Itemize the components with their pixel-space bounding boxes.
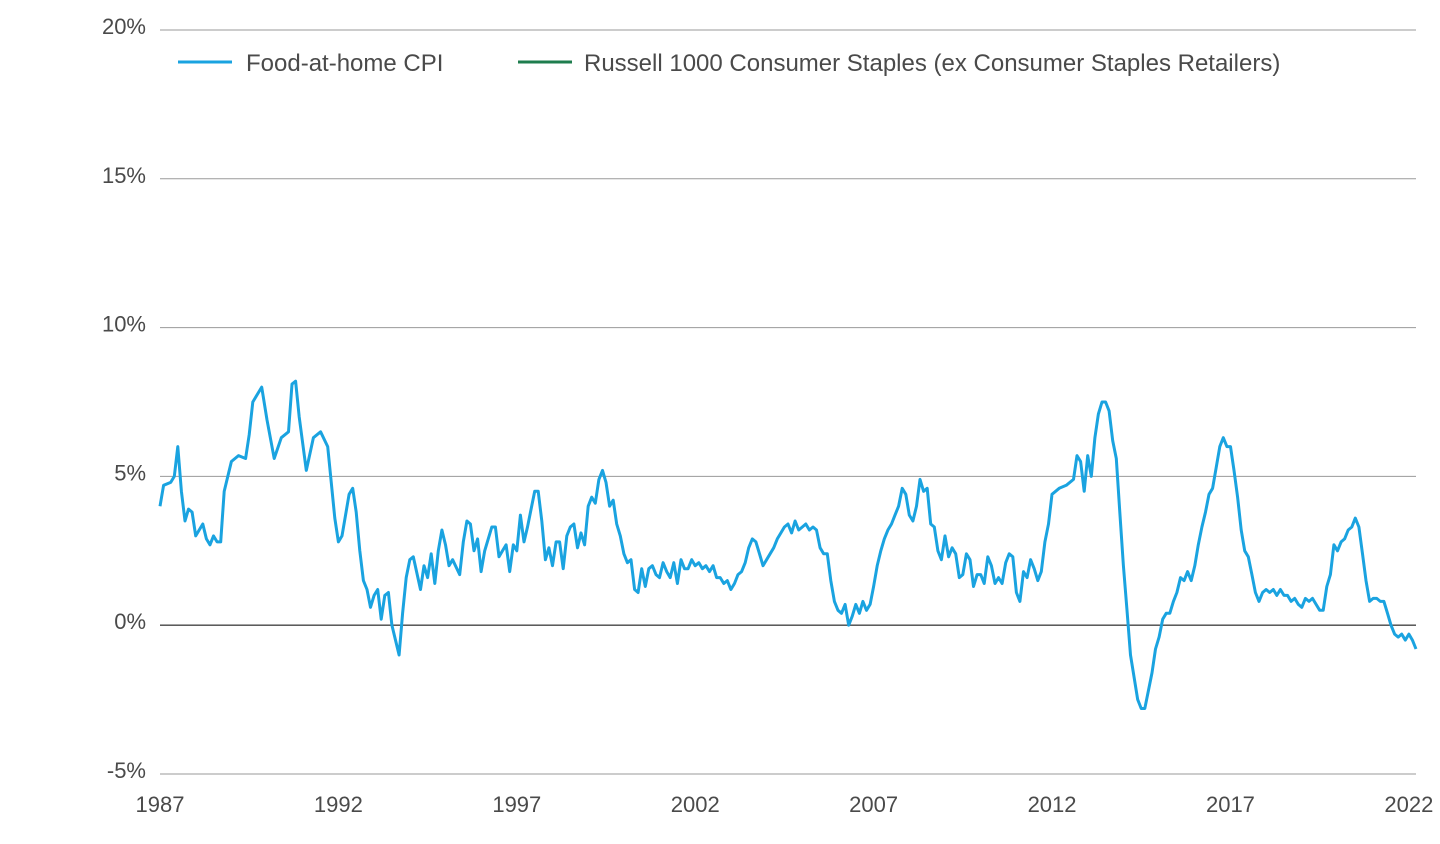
x-axis-tick-labels: 1987 1992 1997 2002 2007 2012 2017 2022 — [136, 792, 1434, 817]
y-tick-label-2: 5% — [114, 460, 146, 485]
y-tick-label-4: 15% — [102, 163, 146, 188]
x-tick-label-7: 2022 — [1384, 792, 1433, 817]
series-line-0 — [158, 379, 1418, 710]
grid-lines — [160, 29, 1416, 775]
legend: Food-at-home CPI Russell 1000 Consumer S… — [178, 50, 1280, 77]
x-tick-label-3: 2002 — [671, 792, 720, 817]
x-tick-label-0: 1987 — [136, 792, 185, 817]
legend-label-russell-staples: Russell 1000 Consumer Staples (ex Consum… — [584, 50, 1280, 77]
y-tick-label-3: 10% — [102, 312, 146, 337]
y-tick-label-0: -5% — [107, 758, 146, 783]
series-lines — [158, 379, 1418, 710]
x-tick-label-4: 2007 — [849, 792, 898, 817]
x-tick-label-2: 1997 — [492, 792, 541, 817]
x-tick-label-5: 2012 — [1028, 792, 1077, 817]
x-tick-label-6: 2017 — [1206, 792, 1255, 817]
legend-label-food-cpi: Food-at-home CPI — [246, 50, 443, 77]
y-tick-label-5: 20% — [102, 14, 146, 39]
x-tick-label-1: 1992 — [314, 792, 363, 817]
y-tick-label-1: 0% — [114, 609, 146, 634]
y-axis-tick-labels: -5% 0% 5% 10% 15% 20% — [102, 14, 146, 783]
